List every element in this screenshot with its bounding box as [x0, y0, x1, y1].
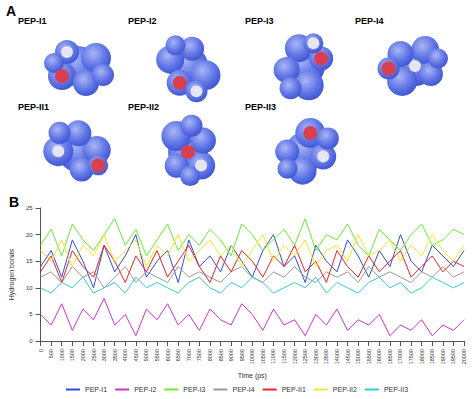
svg-text:15500: 15500	[366, 349, 372, 364]
svg-text:PEP-I4: PEP-I4	[355, 16, 384, 26]
svg-text:5: 5	[29, 311, 33, 317]
svg-text:10500: 10500	[260, 349, 266, 364]
svg-text:3000: 3000	[101, 349, 107, 361]
svg-text:Time (ps): Time (ps)	[238, 372, 267, 380]
svg-text:20000: 20000	[461, 349, 467, 364]
svg-text:7000: 7000	[186, 349, 192, 361]
svg-text:18000: 18000	[419, 349, 425, 364]
svg-text:10000: 10000	[249, 349, 255, 364]
svg-text:14000: 14000	[334, 349, 340, 364]
svg-text:15000: 15000	[355, 349, 361, 364]
svg-text:PEP-II3: PEP-II3	[384, 386, 408, 393]
svg-text:19500: 19500	[450, 349, 456, 364]
svg-text:11500: 11500	[281, 349, 287, 364]
svg-text:4500: 4500	[133, 349, 139, 361]
svg-text:3500: 3500	[112, 349, 118, 361]
svg-text:PEP-II1: PEP-II1	[18, 102, 49, 112]
svg-text:9500: 9500	[239, 349, 245, 361]
svg-text:4000: 4000	[122, 349, 128, 361]
svg-text:PEP-I2: PEP-I2	[134, 386, 156, 393]
svg-text:6000: 6000	[165, 349, 171, 361]
svg-text:17500: 17500	[408, 349, 414, 364]
svg-text:20: 20	[26, 232, 33, 238]
svg-text:0: 0	[29, 338, 33, 344]
svg-text:2500: 2500	[91, 349, 97, 361]
svg-text:PEP-I2: PEP-I2	[128, 16, 157, 26]
svg-text:14500: 14500	[345, 349, 351, 364]
svg-text:5000: 5000	[143, 349, 149, 361]
svg-text:7500: 7500	[196, 349, 202, 361]
svg-text:1000: 1000	[59, 349, 65, 361]
svg-text:18500: 18500	[429, 349, 435, 364]
svg-text:12500: 12500	[302, 349, 308, 364]
svg-text:PEP-I1: PEP-I1	[85, 386, 107, 393]
svg-text:19000: 19000	[440, 349, 446, 364]
svg-text:8000: 8000	[207, 349, 213, 361]
svg-text:16500: 16500	[387, 349, 393, 364]
svg-text:10: 10	[26, 285, 33, 291]
svg-text:PEP-I3: PEP-I3	[183, 386, 205, 393]
svg-text:12000: 12000	[292, 349, 298, 364]
svg-text:PEP-I1: PEP-I1	[18, 16, 47, 26]
svg-text:8500: 8500	[218, 349, 224, 361]
svg-text:A: A	[6, 3, 16, 19]
svg-text:9000: 9000	[228, 349, 234, 361]
svg-text:PEP-II1: PEP-II1	[282, 386, 306, 393]
svg-text:PEP-II2: PEP-II2	[128, 102, 159, 112]
svg-text:PEP-I4: PEP-I4	[232, 386, 254, 393]
svg-text:25: 25	[26, 205, 33, 211]
svg-text:17000: 17000	[397, 349, 403, 364]
svg-text:PEP-II2: PEP-II2	[333, 386, 357, 393]
svg-text:2000: 2000	[80, 349, 86, 361]
svg-text:PEP-II3: PEP-II3	[245, 102, 276, 112]
svg-text:6500: 6500	[175, 349, 181, 361]
svg-text:11000: 11000	[270, 349, 276, 364]
svg-text:Hydrogen bonds: Hydrogen bonds	[8, 248, 16, 300]
svg-text:1500: 1500	[69, 349, 75, 361]
svg-text:PEP-I3: PEP-I3	[245, 16, 274, 26]
svg-text:5500: 5500	[154, 349, 160, 361]
svg-text:B: B	[9, 194, 19, 210]
svg-text:16000: 16000	[376, 349, 382, 364]
svg-text:13000: 13000	[313, 349, 319, 364]
svg-text:0: 0	[38, 349, 44, 352]
svg-text:15: 15	[26, 258, 33, 264]
svg-text:13500: 13500	[323, 349, 329, 364]
svg-text:500: 500	[48, 349, 54, 358]
